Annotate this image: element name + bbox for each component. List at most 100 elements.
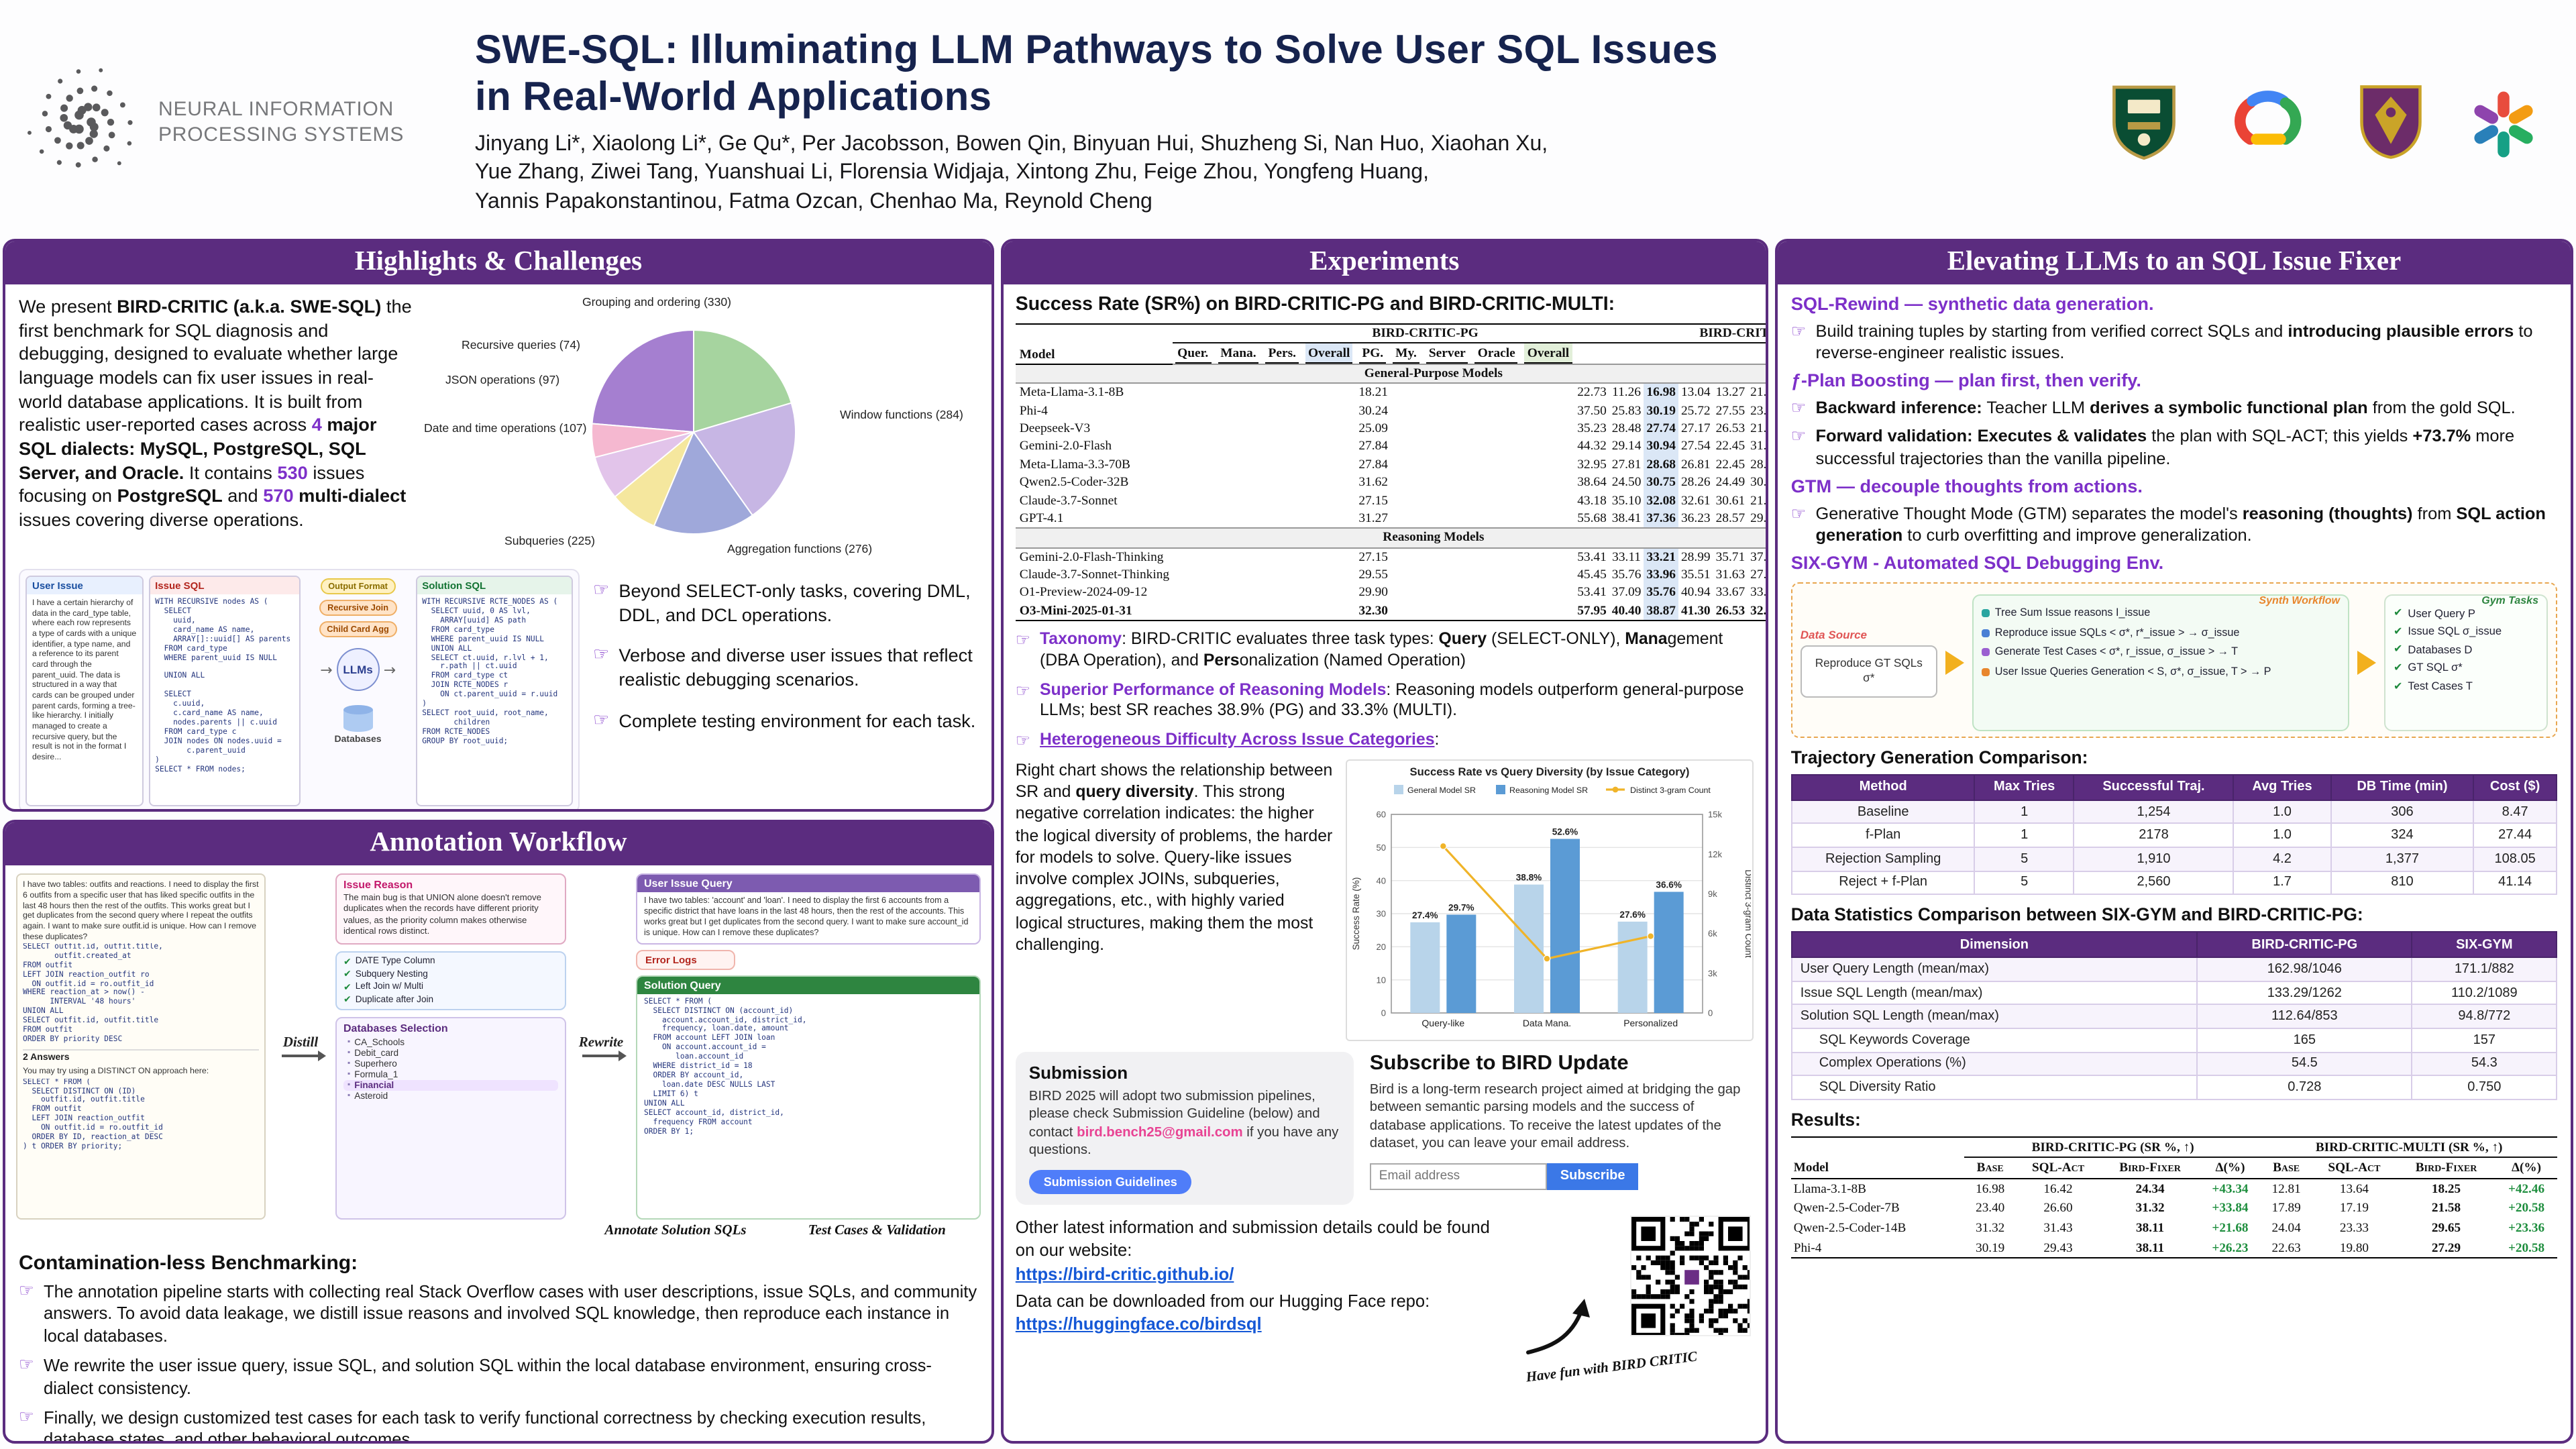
svg-text:Personalized: Personalized	[1623, 1018, 1678, 1028]
user-issue-query-box: User Issue Query I have two tables: 'acc…	[636, 873, 981, 945]
submission-guidelines-button[interactable]: Submission Guidelines	[1028, 1169, 1192, 1194]
database-cylinder-icon	[343, 705, 373, 732]
check-icon: ✔	[343, 969, 352, 980]
sr-vs-diversity-chart: Success Rate vs Query Diversity (by Issu…	[1345, 759, 1754, 1041]
experiments-title: Experiments	[1003, 241, 1766, 284]
arrow-right-icon: →	[320, 661, 333, 678]
subscribe-button[interactable]: Subscribe	[1546, 1163, 1639, 1190]
poster-header: NEURAL INFORMATION PROCESSING SYSTEMS SW…	[0, 0, 2576, 239]
pointing-finger-icon: ☞	[1015, 629, 1030, 649]
success-rate-table: Model BIRD-CRITIC-PG BIRD-CRITIC-MULTI Q…	[1015, 323, 1766, 621]
solution-query-title: Solution Query	[637, 976, 979, 994]
pie-label-json: JSON operations (97)	[445, 373, 560, 386]
model-result-row: Phi-4 30.24 37.50 25.83 30.19 25.72 27.55 23.…	[1016, 402, 1766, 420]
svg-text:60: 60	[1376, 809, 1385, 819]
results-row: Llama-3.1-8B 16.98 16.42 24.34 +43.34 12.81…	[1793, 1181, 2545, 1197]
huggingface-label: Data can be downloaded from our Hugging …	[1015, 1290, 1430, 1311]
pointing-finger-icon: ☞	[1790, 321, 1807, 341]
pointing-finger-icon: ☞	[1790, 502, 1807, 523]
submission-title: Submission	[1028, 1062, 1128, 1083]
knowledge-tag: ✔ DATE Type Column	[343, 956, 435, 967]
tag-output-format: Output Format	[320, 578, 396, 594]
user-issue-query-title: User Issue Query	[637, 875, 979, 892]
data-statistics-table: Dimension BIRD-CRITIC-PG SIX-GYM User Qu…	[1790, 931, 2557, 1100]
neurips-spiral-icon	[28, 68, 133, 168]
authors: Jinyang Li*, Xiaolong Li*, Ge Qu*, Per J…	[475, 133, 1548, 213]
issue-reason-title: Issue Reason	[343, 879, 413, 891]
databases-selection-box: Databases Selection ▪ CA_Schools ▪ Debit_c…	[335, 1017, 566, 1220]
pointing-finger-icon: ☞	[1015, 730, 1030, 750]
highlights-bullets: ☞ Beyond SELECT-only tasks, covering DML,…	[593, 569, 978, 809]
results-row: Qwen-2.5-Coder-14B 31.32 31.43 38.11 +21.68…	[1793, 1220, 2545, 1236]
answer-hint: You may try using a DISTINCT ON approach…	[23, 1066, 209, 1076]
svg-text:20: 20	[1376, 941, 1385, 951]
highlights-intro: We present BIRD-CRITIC (a.k.a. SWE-SQL) …	[19, 297, 412, 531]
tag-child-card-agg: Child Card Agg	[319, 621, 397, 637]
difficulty-bullet: ☞ Heterogeneous Difficulty Across Issue C…	[1015, 730, 1440, 750]
synth-step: Generate Test Cases < σ*, r_issue, σ_iss…	[1981, 643, 2340, 662]
database-icon: ▪	[347, 1092, 351, 1101]
statistics-row: SQL Diversity Ratio 0.728 0.750	[1790, 1075, 2557, 1100]
huggingface-link[interactable]: https://huggingface.co/birdsql	[1015, 1313, 1262, 1334]
sixgym-heading: SIX-GYM - Automated SQL Debugging Env.	[1790, 552, 2164, 573]
model-result-row: Deepseek-V3 25.09 35.23 28.48 27.74 27.17 26…	[1016, 419, 1766, 438]
user-issue-query-text: I have two tables: 'account' and 'loan'.…	[644, 896, 969, 938]
user-issue-text: I have a certain hierarchy of data in th…	[32, 598, 137, 763]
pie-label-subqueries: Subqueries (225)	[504, 534, 595, 547]
trajectory-heading: Trajectory Generation Comparison:	[1790, 747, 2088, 767]
svg-text:27.4%: 27.4%	[1412, 910, 1438, 920]
highlights-panel: Highlights & Challenges We present BIRD-…	[3, 239, 994, 812]
statistics-row: Complex Operations (%) 54.5 54.3	[1790, 1051, 2557, 1077]
star-community-logo-icon	[2474, 91, 2533, 158]
step-bullet-icon	[1981, 609, 1990, 618]
elevating-panel: Elevating LLMs to an SQL Issue Fixer SQL…	[1774, 239, 2573, 1444]
database-icon: ▪	[347, 1049, 351, 1058]
solution-query-box: Solution Query SELECT * FROM ( SELECT DI…	[636, 975, 981, 1220]
model-column-header: Model	[1015, 324, 1173, 365]
tag-recursive-join: Recursive Join	[319, 600, 397, 616]
sql-knowledge-tags: ✔ DATE Type Column ✔ Subquery Nesting ✔ Lef…	[335, 951, 566, 1011]
svg-text:0: 0	[1708, 1008, 1713, 1018]
knowledge-tag: ✔ Duplicate after Join	[343, 994, 434, 1006]
model-result-row: Claude-3.7-Sonnet 27.15 43.18 35.10 32.08 3…	[1016, 491, 1766, 510]
reasoning-bullet: ☞ Superior Performance of Reasoning Model…	[1016, 680, 1754, 722]
check-icon: ✔	[2394, 661, 2403, 674]
contamination-heading: Contamination-less Benchmarking:	[19, 1252, 358, 1275]
results-row: Phi-4 30.19 29.43 38.11 +26.23 22.63 19.80 27…	[1793, 1240, 2545, 1256]
model-result-row: Gemini-2.0-Flash-Thinking 27.15 53.41 33.1…	[1016, 547, 1766, 566]
issue-reason-box: Issue Reason The main bug is that UNION …	[335, 873, 566, 945]
success-rate-heading: Success Rate (SR%) on BIRD-CRITIC-PG and…	[1015, 294, 1615, 315]
test-cases-caption: Test Cases & Validation	[808, 1224, 946, 1238]
solution-sql-card: Solution SQL WITH RECURSIVE RCTE_NODES A…	[415, 576, 573, 806]
sql-rewind-heading: SQL-Rewind — synthetic data generation.	[1790, 294, 2154, 314]
issue-reason-text: The main bug is that UNION alone doesn't…	[343, 894, 541, 937]
check-icon: ✔	[343, 981, 352, 993]
pointing-finger-icon: ☞	[19, 1407, 34, 1428]
experiments-panel: Experiments Success Rate (SR%) on BIRD-C…	[1000, 239, 1768, 1444]
svg-text:3k: 3k	[1708, 968, 1717, 978]
svg-text:6k: 6k	[1708, 928, 1717, 938]
svg-text:0: 0	[1381, 1008, 1386, 1018]
svg-text:50: 50	[1376, 842, 1385, 852]
results-table: Model BIRD-CRITIC-PG (SR %, ↑) BIRD-CRIT…	[1790, 1136, 2557, 1259]
cuhk-logo-icon	[2360, 85, 2422, 159]
qr-code	[1629, 1215, 1751, 1336]
step-bullet-icon	[1981, 667, 1990, 676]
benchmark-construction-figure: User Issue I have a certain hierarchy of…	[19, 569, 580, 809]
gym-task: ✔ Issue SQL σ_issue	[2394, 624, 2502, 638]
model-result-row: Meta-Llama-3.3-70B 27.84 32.95 27.81 28.68 …	[1016, 455, 1766, 474]
email-input[interactable]	[1369, 1163, 1547, 1190]
issue-sql-card-title: Issue SQL	[150, 577, 299, 594]
website-link[interactable]: https://bird-critic.github.io/	[1015, 1263, 1234, 1284]
pointing-finger-icon: ☞	[1790, 425, 1807, 446]
svg-text:Data Mana.: Data Mana.	[1523, 1018, 1571, 1028]
neurips-logo-line2: PROCESSING SYSTEMS	[158, 123, 405, 146]
reproduce-gt-sqls-box: Reproduce GT SQLs σ*	[1800, 645, 1937, 698]
model-result-row: O1-Preview-2024-09-12 29.90 53.41 37.09 35.…	[1016, 584, 1766, 602]
stackoverflow-answer-code: SELECT * FROM ( SELECT DISTINCT ON (ID) …	[23, 1078, 163, 1152]
trajectory-row: Baseline 1 1,254 1.0 306 8.47	[1790, 799, 2557, 824]
pointing-finger-icon: ☞	[19, 1355, 34, 1376]
backward-inference-bullet: ☞ Backward inference: Teacher LLM derives…	[1791, 398, 2557, 419]
pie-chart-svg	[591, 329, 796, 535]
poster-title: SWE-SQL: Illuminating LLM Pathways to So…	[475, 28, 1718, 119]
